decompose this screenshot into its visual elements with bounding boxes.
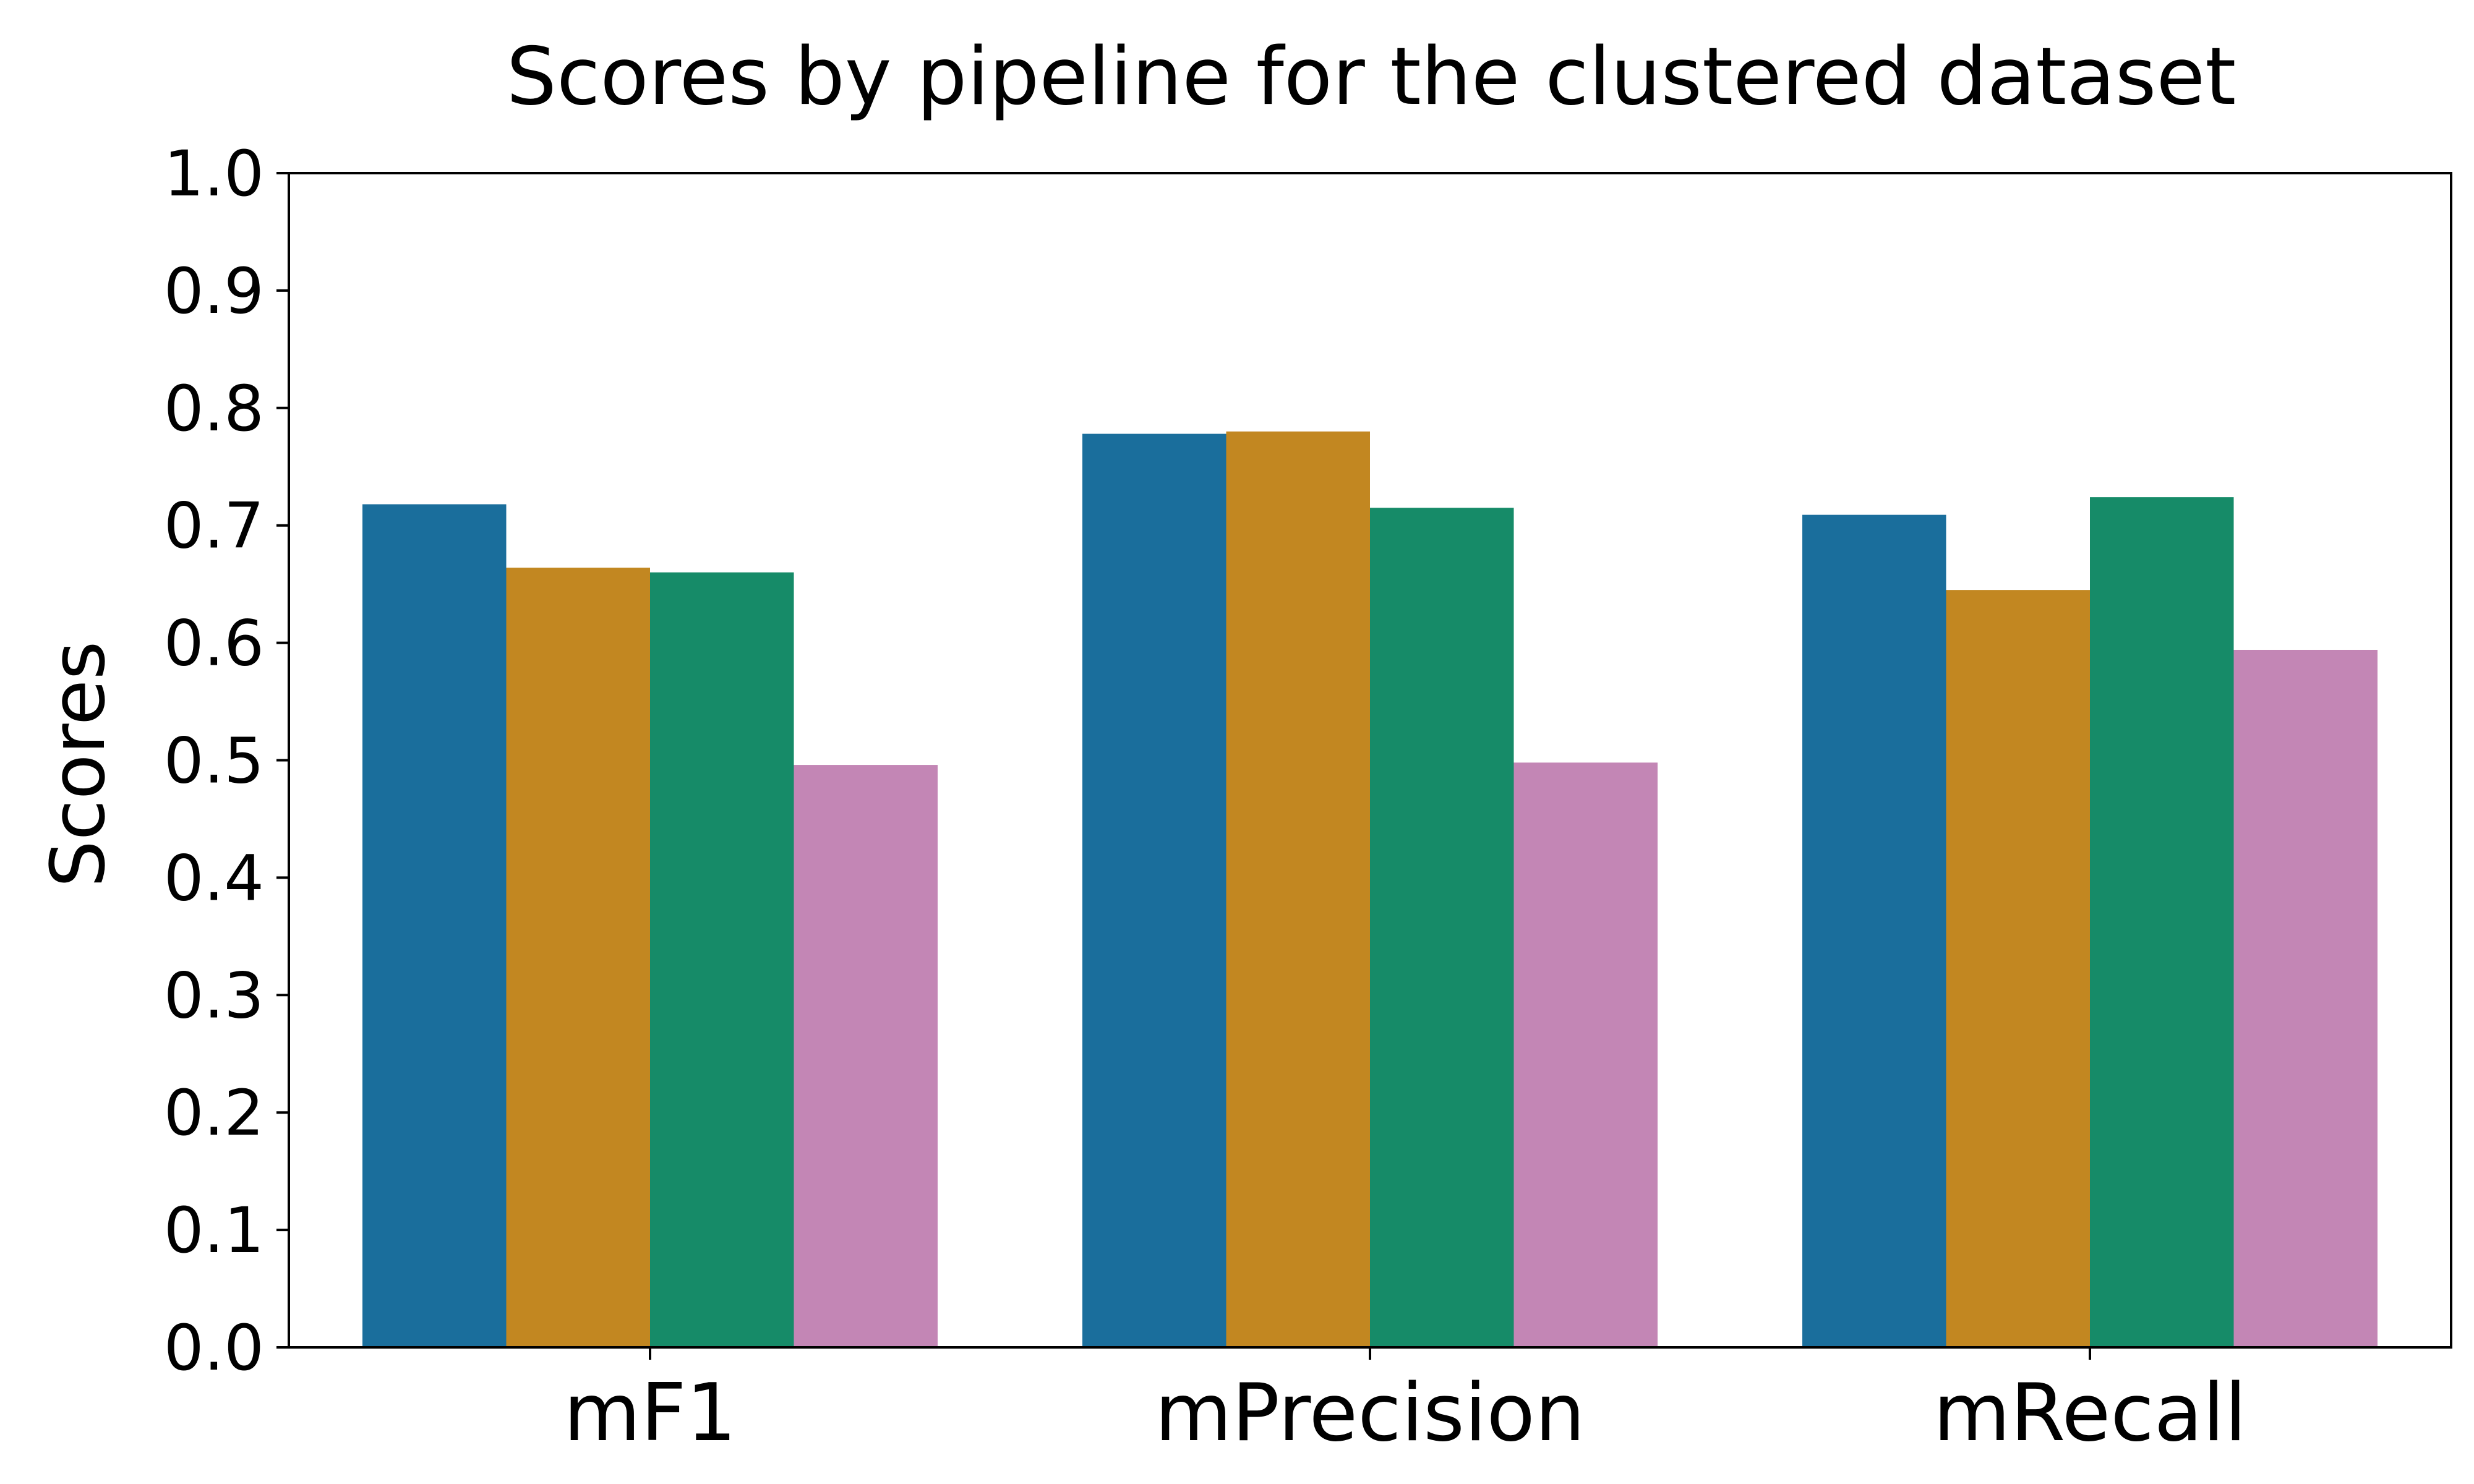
x-tick-label: mPrecision xyxy=(1155,1367,1585,1459)
y-tick-label: 0.5 xyxy=(164,725,264,798)
chart-title: Scores by pipeline for the clustered dat… xyxy=(507,31,2236,123)
y-tick-label: 0.4 xyxy=(164,842,264,915)
y-axis-label: Scores xyxy=(36,641,122,888)
bar-mrecall-series-1 xyxy=(1802,514,1946,1347)
y-tick-label: 0.2 xyxy=(164,1077,264,1150)
x-ticks-group: mF1 mPrecision mRecall xyxy=(563,1347,2246,1459)
x-tick-label: mF1 xyxy=(563,1367,737,1459)
y-tick-label: 0.6 xyxy=(164,607,264,681)
bar-mrecall-series-4 xyxy=(2233,649,2378,1347)
bar-mprecision-series-3 xyxy=(1370,508,1514,1347)
bar-mrecall-series-3 xyxy=(2090,497,2234,1347)
y-tick-label: 0.3 xyxy=(164,959,264,1033)
y-tick-label: 0.9 xyxy=(164,255,264,328)
y-tick-label: 1.0 xyxy=(164,137,264,211)
y-tick-label: 0.7 xyxy=(164,490,264,563)
plot-frame xyxy=(288,172,2452,1349)
y-tick-label: 0.8 xyxy=(164,372,264,446)
x-tick-label: mRecall xyxy=(1933,1367,2247,1459)
bar-mf1-series-1 xyxy=(362,504,507,1347)
y-ticks-group: 0.0 0.1 0.2 0.3 0.4 0.5 0.6 0.7 0.8 0.9 1.0 xyxy=(164,137,289,1385)
bar-mf1-series-4 xyxy=(794,765,938,1347)
y-tick-label: 0.1 xyxy=(164,1194,264,1268)
bars-group xyxy=(362,431,2378,1348)
bar-mf1-series-2 xyxy=(506,568,650,1348)
bar-mprecision-series-1 xyxy=(1082,433,1226,1347)
bar-mprecision-series-4 xyxy=(1513,762,1658,1347)
y-tick-label: 0.0 xyxy=(164,1311,264,1385)
bar-mrecall-series-2 xyxy=(1946,590,2090,1347)
bar-mf1-series-3 xyxy=(650,572,794,1348)
bar-mprecision-series-2 xyxy=(1226,431,1370,1347)
